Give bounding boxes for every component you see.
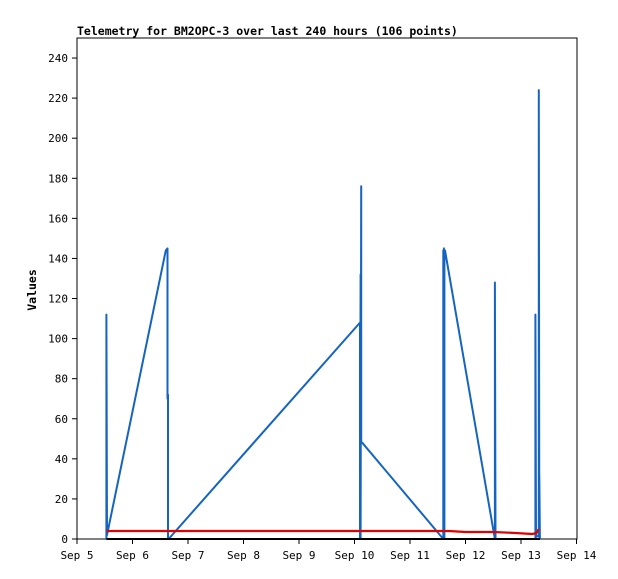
x-tick-label-2: Sep 7 — [171, 549, 204, 562]
y-tick-label-11: 220 — [48, 92, 68, 105]
x-tick-label-9: Sep 14 — [557, 549, 597, 562]
y-tick-label-0: 0 — [61, 533, 68, 546]
x-tick-label-5: Sep 10 — [335, 549, 375, 562]
x-tick-label-4: Sep 9 — [282, 549, 315, 562]
y-tick-label-1: 20 — [55, 493, 68, 506]
y-tick-label-9: 180 — [48, 172, 68, 185]
x-tick-label-1: Sep 6 — [116, 549, 149, 562]
x-tick-label-6: Sep 11 — [390, 549, 430, 562]
y-tick-label-7: 140 — [48, 252, 68, 265]
chart-title: Telemetry for BM2OPC-3 over last 240 hou… — [77, 24, 458, 38]
y-tick-label-5: 100 — [48, 333, 68, 346]
x-tick-label-8: Sep 13 — [501, 549, 541, 562]
y-tick-label-10: 200 — [48, 132, 68, 145]
x-tick-label-3: Sep 8 — [227, 549, 260, 562]
x-tick-label-7: Sep 12 — [446, 549, 486, 562]
y-axis-ticks: 0 20 40 60 80 100 120 140 160 180 200 220 240 — [48, 52, 77, 546]
series-line-1 — [106, 528, 540, 536]
y-tick-label-6: 120 — [48, 293, 68, 306]
y-tick-label-2: 40 — [55, 453, 68, 466]
y-tick-label-4: 80 — [55, 373, 68, 386]
y-tick-label-3: 60 — [55, 413, 68, 426]
series-line-0 — [105, 89, 541, 540]
plot-frame — [76, 37, 578, 540]
series-group — [105, 89, 541, 540]
x-tick-label-0: Sep 5 — [60, 549, 93, 562]
y-tick-label-12: 240 — [48, 52, 68, 65]
y-tick-label-8: 160 — [48, 212, 68, 225]
x-axis-ticks: Sep 5 Sep 6 Sep 7 Sep 8 Sep 9 Sep 10 Sep 11 Sep… — [60, 539, 597, 562]
